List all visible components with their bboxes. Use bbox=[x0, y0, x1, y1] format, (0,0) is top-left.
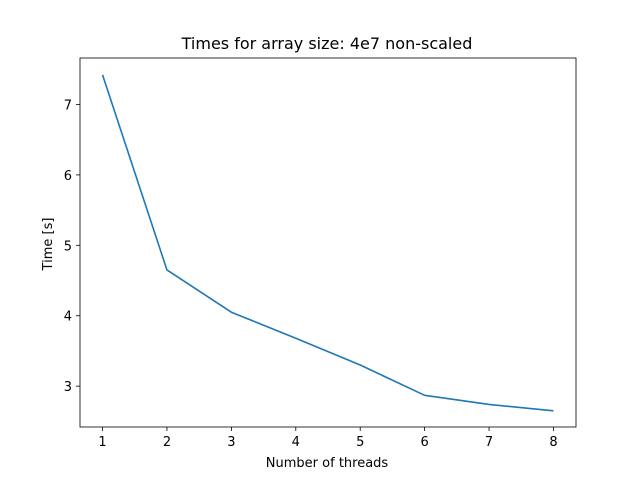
x-tick-label-5: 5 bbox=[356, 435, 364, 450]
chart-title: Times for array size: 4e7 non-scaled bbox=[181, 34, 473, 53]
y-tick-label-5: 5 bbox=[64, 239, 72, 254]
plot-frame bbox=[79, 57, 577, 428]
y-tick-label-7: 7 bbox=[64, 98, 72, 113]
x-tick-label-3: 3 bbox=[227, 435, 235, 450]
plot-area: 1 2 3 4 5 6 7 8 3 4 5 6 7 bbox=[64, 57, 577, 450]
x-tick-label-6: 6 bbox=[420, 435, 428, 450]
x-tick-label-2: 2 bbox=[163, 435, 171, 450]
x-tick-label-7: 7 bbox=[485, 435, 493, 450]
y-tick-label-3: 3 bbox=[64, 380, 72, 395]
x-tick-label-4: 4 bbox=[292, 435, 300, 450]
y-tick-label-6: 6 bbox=[64, 169, 72, 184]
x-tick-label-8: 8 bbox=[549, 435, 557, 450]
series-line-0 bbox=[101, 74, 554, 412]
y-axis-label: Time [s] bbox=[41, 218, 56, 272]
x-tick-label-1: 1 bbox=[98, 435, 106, 450]
y-tick-label-4: 4 bbox=[64, 310, 72, 325]
x-axis-label: Number of threads bbox=[266, 456, 389, 471]
